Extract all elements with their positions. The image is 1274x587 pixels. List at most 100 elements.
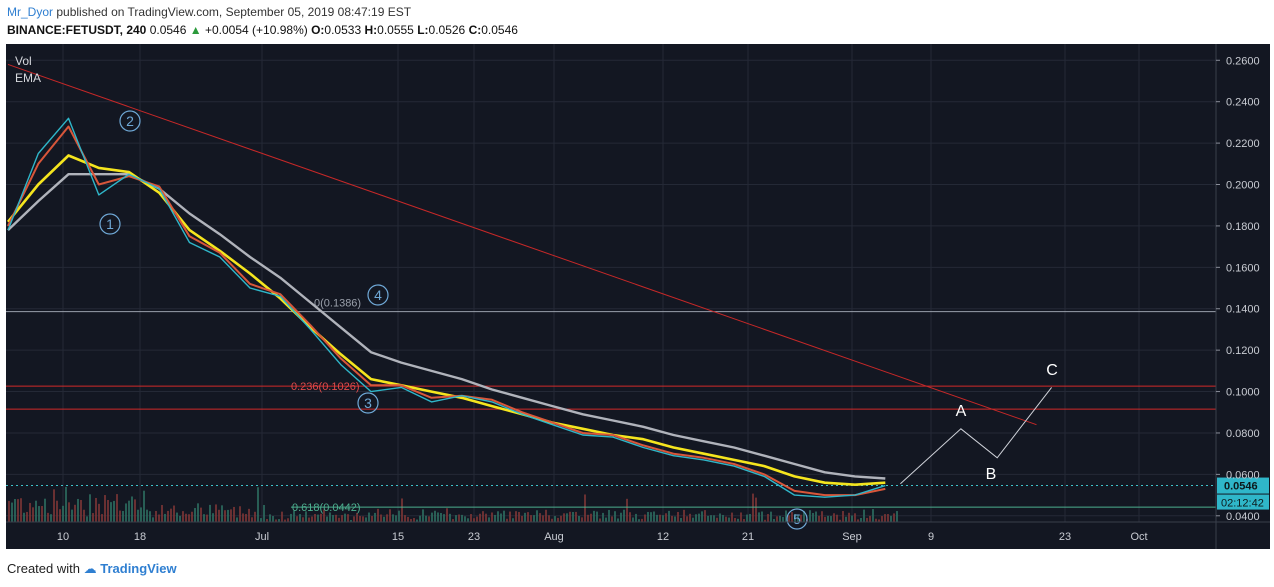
volume-bar xyxy=(719,513,721,522)
tradingview-brand[interactable]: TradingView xyxy=(100,561,177,576)
volume-bar xyxy=(356,512,358,522)
volume-bar xyxy=(617,518,619,522)
volume-bar xyxy=(668,510,670,522)
volume-bar xyxy=(488,517,490,522)
y-tick-label: 0.2200 xyxy=(1226,138,1260,150)
fib-label: 0.236(0.1026) xyxy=(291,381,360,393)
volume-bar xyxy=(23,512,25,522)
volume-bar xyxy=(95,497,97,522)
volume-bar xyxy=(647,511,649,522)
volume-bar xyxy=(47,512,49,522)
volume-bar xyxy=(773,518,775,522)
volume-bar xyxy=(407,516,409,522)
volume-bar xyxy=(176,512,178,522)
last-price-tag-label: 0.0546 xyxy=(1224,481,1258,493)
y-tick-label: 0.2600 xyxy=(1226,55,1260,67)
volume-bar xyxy=(686,516,688,522)
volume-bar xyxy=(662,515,664,522)
volume-bar xyxy=(869,515,871,522)
volume-bar xyxy=(725,516,727,522)
volume-bar xyxy=(803,511,805,522)
volume-bar xyxy=(620,512,622,522)
volume-bar xyxy=(506,518,508,522)
volume-bar xyxy=(281,511,283,522)
abc-label-B: B xyxy=(986,466,997,483)
volume-bar xyxy=(236,517,238,522)
volume-bar xyxy=(350,519,352,522)
volume-bar xyxy=(464,516,466,522)
volume-bar xyxy=(194,508,196,522)
volume-bar xyxy=(653,511,655,522)
volume-bar xyxy=(698,513,700,522)
volume-bar xyxy=(242,513,244,522)
volume-bar xyxy=(833,513,835,522)
x-tick-label: 10 xyxy=(57,531,69,543)
volume-bar xyxy=(299,514,301,522)
ema-indicator-label[interactable]: EMA xyxy=(15,71,41,85)
volume-bar xyxy=(515,511,517,522)
volume-bar xyxy=(746,514,748,522)
abc-label-C: C xyxy=(1046,362,1058,379)
volume-bar xyxy=(224,510,226,522)
volume-bar xyxy=(710,515,712,522)
volume-bar xyxy=(644,514,646,522)
volume-bar xyxy=(398,510,400,522)
y-axis[interactable]: 0.2600 0.2400 0.2200 0.2000 0.1800 0.1600 0.14… xyxy=(1215,44,1260,549)
volume-bar xyxy=(221,505,223,522)
created-with-text: Created with xyxy=(7,561,80,576)
wave-label-5: 5 xyxy=(793,511,801,527)
volume-bar xyxy=(821,511,823,522)
volume-bar xyxy=(818,515,820,522)
wave-circle-2 xyxy=(119,110,141,132)
wave-circle-1 xyxy=(99,213,121,235)
volume-bar xyxy=(605,517,607,522)
volume-bar xyxy=(611,516,613,522)
volume-bar xyxy=(527,512,529,522)
volume-bar xyxy=(86,516,88,522)
x-axis[interactable]: 10 18 Jul 15 23 Aug 12 21 Sep 9 23 Oct xyxy=(6,521,1270,543)
volume-bar xyxy=(239,506,241,522)
volume-bar xyxy=(596,511,598,522)
volume-bar xyxy=(248,508,250,522)
volume-bar xyxy=(431,512,433,522)
volume-bar xyxy=(62,505,64,522)
volume-bar xyxy=(200,507,202,522)
wave-label-4: 4 xyxy=(374,287,382,303)
y-tick-label: 0.1000 xyxy=(1226,387,1260,399)
volume-bar xyxy=(266,519,268,522)
vol-indicator-label[interactable]: Vol xyxy=(15,54,32,68)
fib-labels: 0(0.1386) 0.236(0.1026) 0.618(0.0442) xyxy=(291,298,361,514)
volume-bar xyxy=(554,516,556,522)
x-tick-label: 12 xyxy=(657,531,669,543)
volume-bar xyxy=(851,515,853,522)
volume-bar xyxy=(842,511,844,522)
volume-bar xyxy=(65,486,67,522)
volume-bar xyxy=(257,487,259,522)
symbol-label[interactable]: BINANCE:FETUSDT, 240 xyxy=(7,23,147,37)
x-tick-label: Sep xyxy=(842,531,862,543)
volume-bar xyxy=(245,514,247,522)
volume-bar xyxy=(416,519,418,522)
author-link[interactable]: Mr_Dyor xyxy=(7,5,54,19)
volume-bar xyxy=(761,511,763,522)
volume-bar xyxy=(779,515,781,522)
volume-bar xyxy=(8,500,10,522)
wave-labels: 1 2 3 4 5 A B C xyxy=(99,110,1058,530)
volume-bar xyxy=(581,517,583,522)
volume-bar xyxy=(215,504,217,522)
volume-bar xyxy=(203,514,205,522)
volume-bar xyxy=(839,519,841,522)
volume-bar xyxy=(770,511,772,522)
volume-bar xyxy=(149,511,151,522)
volume-bar xyxy=(146,509,148,522)
volume-bar xyxy=(590,513,592,522)
volume-bar xyxy=(551,518,553,522)
publish-line: Mr_Dyor published on TradingView.com, Se… xyxy=(7,5,411,19)
price-change: +0.0054 (+10.98%) xyxy=(204,23,308,37)
volume-bar xyxy=(341,515,343,522)
volume-bar xyxy=(704,510,706,522)
volume-bar xyxy=(368,512,370,522)
volume-bar xyxy=(311,516,313,522)
